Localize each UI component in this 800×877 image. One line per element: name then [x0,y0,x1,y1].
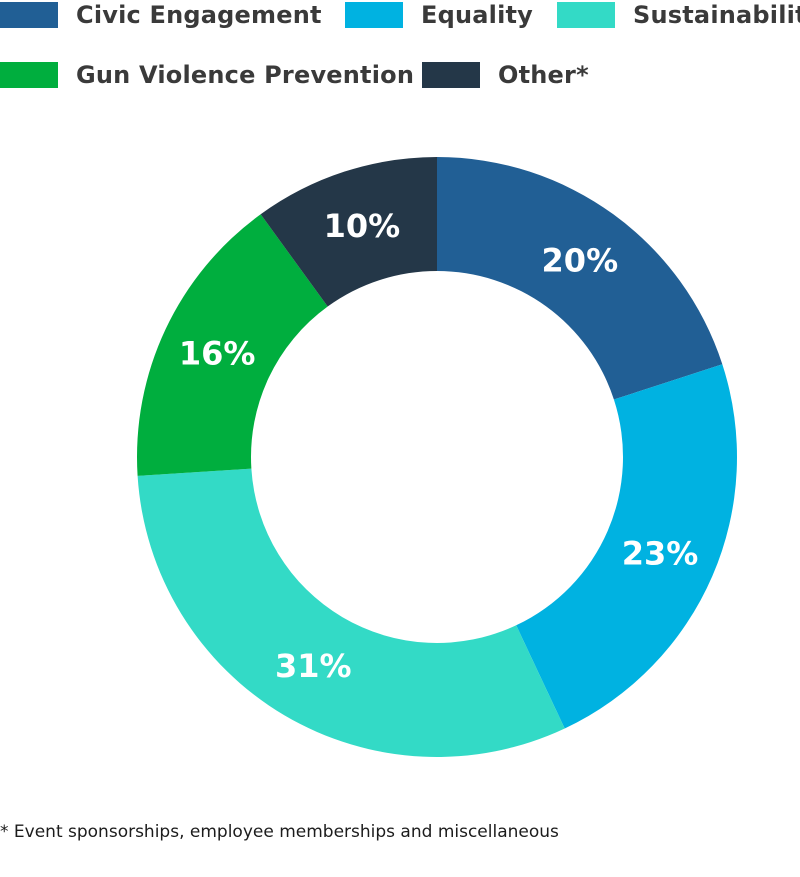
legend-item-gun-violence-prevention: Gun Violence Prevention [0,60,414,90]
donut-slice-other [260,157,437,307]
legend-label-civic-engagement: Civic Engagement [76,1,322,29]
donut-slice-label-gun-violence-prevention: 16% [179,335,256,373]
donut-slice-label-equality: 23% [622,535,699,573]
legend-label-equality: Equality [421,1,534,29]
legend-item-other: Other* [422,60,589,90]
donut-slice-label-other: 10% [324,207,401,245]
legend-label-other: Other* [498,61,589,89]
legend-item-equality: Equality [345,0,533,30]
legend-label-sustainability: Sustainability [633,1,800,29]
donut-slice-equality [516,364,737,729]
legend-label-gun-violence-prevention: Gun Violence Prevention [76,61,415,89]
legend-item-civic-engagement: Civic Engagement [0,0,322,30]
legend-item-sustainability: Sustainability [557,0,800,30]
footnote: * Event sponsorships, employee membershi… [0,822,559,842]
chart-legend: Civic Engagement Equality Sustainability… [0,0,800,100]
legend-swatch-gun-violence-prevention [0,62,58,88]
legend-swatch-other [422,62,480,88]
legend-swatch-civic-engagement [0,2,58,28]
donut-slice-gun-violence-prevention [137,214,328,476]
donut-slice-label-sustainability: 31% [275,647,352,685]
legend-swatch-sustainability [557,2,615,28]
donut-slices [137,157,737,757]
donut-slice-labels: 20% 23% 31% 16% 10% [179,207,698,685]
legend-swatch-equality [345,2,403,28]
donut-slice-civic-engagement [437,157,723,400]
donut-slice-sustainability [137,468,565,757]
donut-slice-label-civic-engagement: 20% [542,241,619,279]
